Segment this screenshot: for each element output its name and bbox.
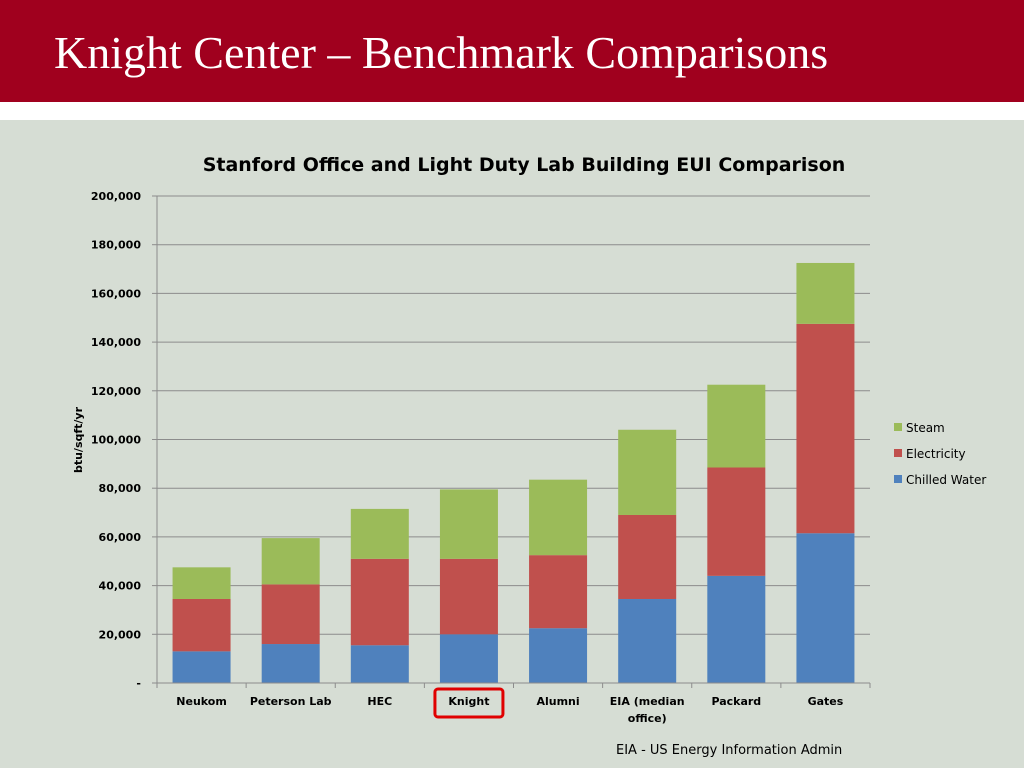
bar-chilled-water <box>618 598 677 683</box>
y-tick-label: - <box>136 677 141 690</box>
y-tick-label: 80,000 <box>99 482 142 495</box>
y-tick-label: 160,000 <box>91 287 141 300</box>
bar-electricity <box>796 323 855 534</box>
header-divider <box>0 102 1024 120</box>
bar-chilled-water <box>796 533 855 683</box>
x-tick-label: EIA (median <box>610 695 685 708</box>
legend-label: Electricity <box>906 447 966 461</box>
y-tick-label: 200,000 <box>91 190 141 203</box>
bars <box>172 262 855 683</box>
legend-swatch <box>894 449 902 457</box>
chart-title: Stanford Office and Light Duty Lab Build… <box>203 154 846 176</box>
bar-electricity <box>529 555 588 629</box>
x-tick-label: Alumni <box>536 695 579 708</box>
bar-chilled-water <box>261 644 320 683</box>
y-tick-label: 60,000 <box>99 531 142 544</box>
bar-steam <box>707 384 766 468</box>
legend-swatch <box>894 423 902 431</box>
x-tick-label: Neukom <box>176 695 227 708</box>
bar-chilled-water <box>350 645 409 683</box>
legend-swatch <box>894 475 902 483</box>
bar-steam <box>350 508 409 559</box>
bar-chilled-water <box>172 651 231 683</box>
bar-steam <box>172 567 231 599</box>
x-tick-label: HEC <box>367 695 392 708</box>
slide-header: Knight Center – Benchmark Comparisons <box>0 0 1024 102</box>
y-tick-label: 120,000 <box>91 385 141 398</box>
legend: Steam Electricity Chilled Water <box>894 421 986 487</box>
bar-chilled-water <box>439 634 498 683</box>
bar-electricity <box>439 558 498 635</box>
bar-steam <box>618 429 677 515</box>
y-tick-label: 140,000 <box>91 336 141 349</box>
y-axis-label: btu/sqft/yr <box>72 406 85 473</box>
highlight-box <box>433 687 505 719</box>
bar-steam <box>529 479 588 556</box>
slide-title: Knight Center – Benchmark Comparisons <box>54 27 829 78</box>
knight-highlight-box <box>433 687 505 719</box>
bar-steam <box>261 538 320 585</box>
y-tick-label: 180,000 <box>91 239 141 252</box>
source-note: EIA - US Energy Information Admin <box>616 743 843 758</box>
bar-electricity <box>350 558 409 646</box>
x-tick-label: Peterson Lab <box>250 695 332 708</box>
bar-electricity <box>707 467 766 576</box>
y-tick-label: 20,000 <box>99 628 142 641</box>
bar-chilled-water <box>707 575 766 683</box>
legend-label: Chilled Water <box>906 473 986 487</box>
x-tick-label: office) <box>628 712 667 725</box>
y-tick-label: 40,000 <box>99 580 142 593</box>
legend-label: Steam <box>906 421 945 435</box>
bar-steam <box>796 262 855 324</box>
bar-steam <box>439 489 498 559</box>
bar-electricity <box>172 598 231 652</box>
x-tick-label: Gates <box>808 695 844 708</box>
eui-comparison-chart: Stanford Office and Light Duty Lab Build… <box>72 154 986 725</box>
bar-electricity <box>261 584 320 645</box>
bar-electricity <box>618 514 677 599</box>
x-tick-label: Packard <box>711 695 761 708</box>
x-tick-label: Knight <box>448 695 489 708</box>
y-tick-label: 100,000 <box>91 434 141 447</box>
x-tick-labels: Neukom Peterson Lab HEC Knight Alumni EIA (me… <box>156 683 871 725</box>
y-tick-labels: - 20,000 40,000 60,000 80,000 100,000 120,000 1… <box>91 190 141 690</box>
bar-chilled-water <box>529 628 588 683</box>
